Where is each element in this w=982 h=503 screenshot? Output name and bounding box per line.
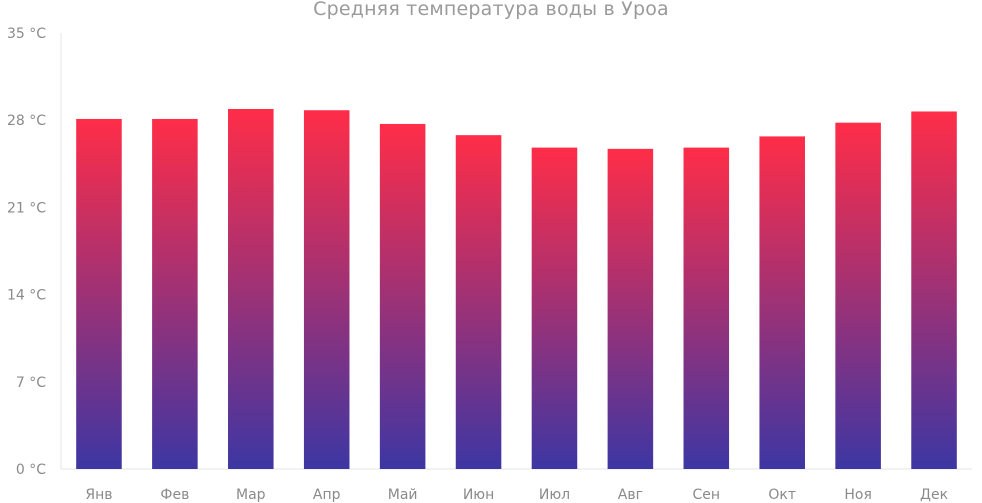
bar[interactable] (379, 123, 426, 470)
bar[interactable] (76, 118, 122, 469)
x-tick-label: Дек (920, 487, 948, 503)
x-tick-label: Фев (160, 487, 189, 503)
x-tick-label: Ноя (844, 487, 872, 503)
bar[interactable] (835, 122, 881, 469)
x-tick-label: Янв (85, 487, 112, 503)
bar[interactable] (759, 136, 805, 469)
x-tick-label: Май (388, 487, 418, 503)
y-tick-label: 7 °C (16, 375, 46, 391)
y-tick-label: 14 °C (7, 288, 46, 304)
y-tick-label: 28 °C (7, 113, 46, 129)
x-tick-label: Авг (618, 487, 643, 503)
bar[interactable] (455, 135, 502, 470)
bar[interactable] (152, 118, 198, 469)
bar[interactable] (228, 108, 274, 469)
chart-title: Средняя температура воды в Уроа (313, 0, 669, 20)
bar[interactable] (683, 147, 730, 469)
bar[interactable] (531, 147, 578, 469)
x-tick-label: Апр (313, 487, 341, 503)
y-tick-label: 35 °C (7, 26, 46, 42)
x-tick-label: Мар (236, 487, 266, 503)
x-tick-label: Сен (693, 487, 721, 503)
x-tick-label: Июл (539, 487, 570, 503)
bar[interactable] (303, 110, 350, 469)
y-tick-label: 0 °C (16, 462, 46, 478)
bar[interactable] (911, 111, 957, 469)
x-tick-label: Окт (768, 487, 796, 503)
x-tick-label: Июн (463, 487, 494, 503)
bar[interactable] (607, 148, 654, 469)
y-tick-label: 21 °C (7, 200, 46, 216)
